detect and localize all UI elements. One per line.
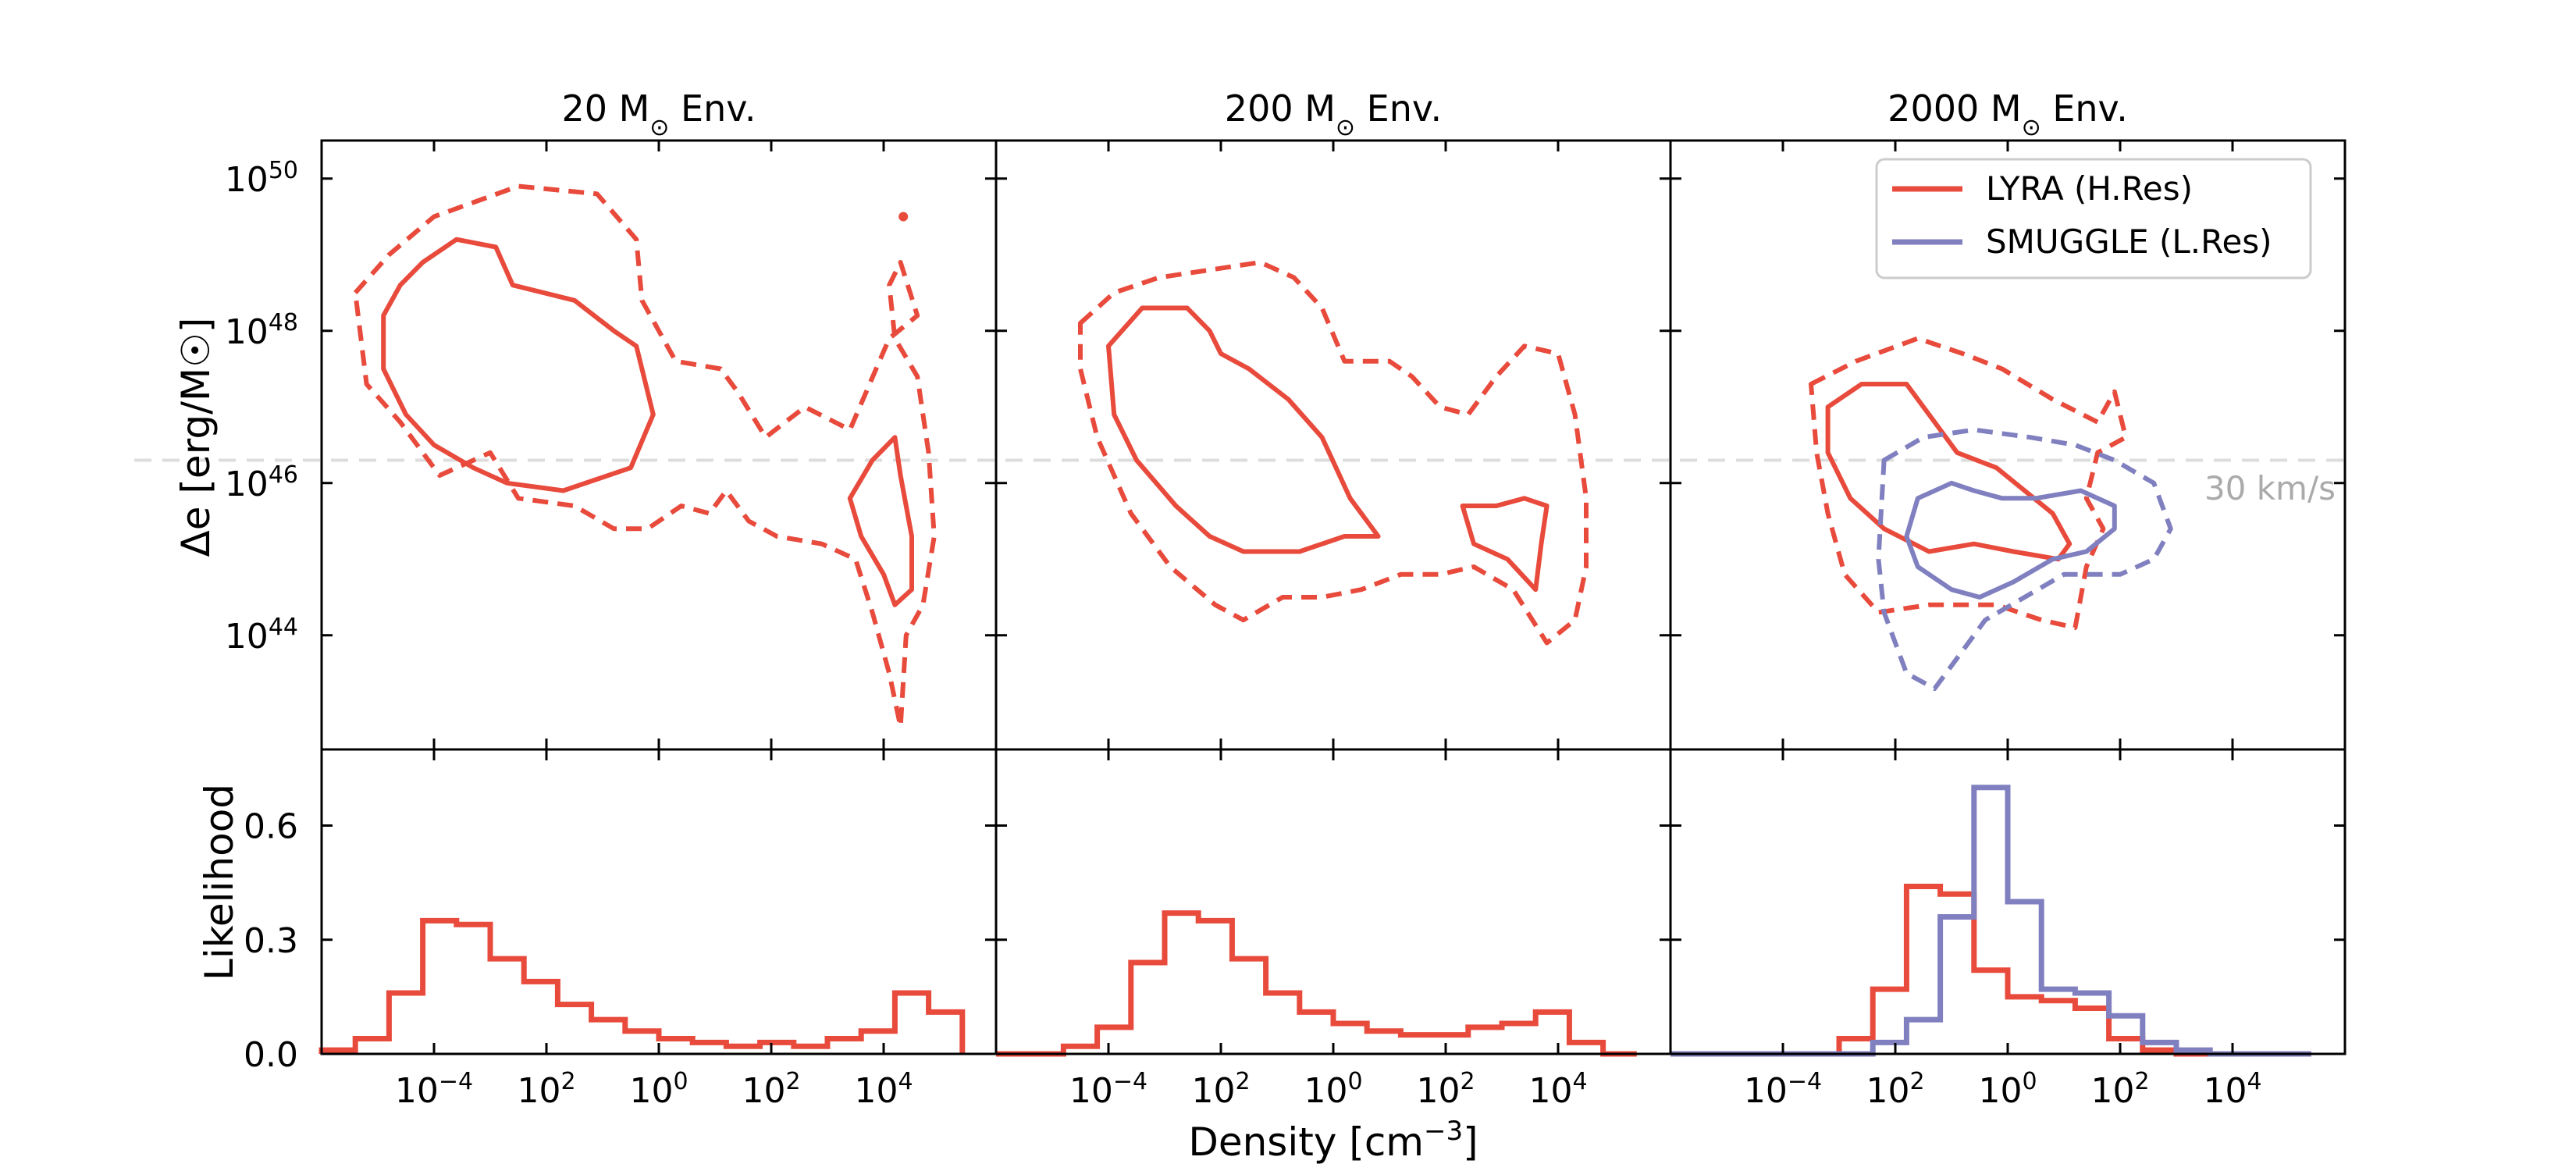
histogram-smuggle-p2 <box>1670 785 2311 1057</box>
histogram-lyra-p0 <box>318 917 966 1054</box>
x-tick-label: 104 <box>1528 1068 1587 1112</box>
x-tick-label: 102 <box>2090 1068 2149 1112</box>
contour-y-tick-label: 1046 <box>225 461 298 504</box>
legend: LYRA (H.Res) SMUGGLE (L.Res) <box>1875 158 2312 279</box>
x-tick-label: 102 <box>1866 1068 1924 1112</box>
x-tick-label: 10−4 <box>1744 1068 1822 1112</box>
x-tick-label: 100 <box>1978 1068 2037 1112</box>
legend-label-smuggle: SMUGGLE (L.Res) <box>1986 222 2272 261</box>
hist-y-tick-label: 0.3 <box>244 921 298 961</box>
x-tick-label: 102 <box>1416 1068 1475 1112</box>
legend-box <box>1875 158 2312 279</box>
contour-smuggle-outer-p2-1 <box>1876 427 2173 691</box>
x-tick-label: 104 <box>2203 1068 2261 1112</box>
panel-title-20: 20 M⊙ Env. <box>561 87 756 141</box>
x-tick-label: 104 <box>854 1068 913 1112</box>
contour-lyra-inner-p1-2 <box>1460 496 1550 593</box>
contour-lyra-inner-p0-2 <box>847 435 914 607</box>
contour-lyra-inner-p0-0 <box>381 237 656 493</box>
histogram-lyra-p1 <box>996 910 1637 1057</box>
contour-y-tick-label: 1048 <box>225 308 298 352</box>
x-tick-label: 102 <box>1191 1068 1250 1112</box>
x-tick-label: 100 <box>1304 1068 1362 1112</box>
panel-title-200: 200 M⊙ Env. <box>1225 87 1442 141</box>
panel-title-2000: 2000 M⊙ Env. <box>1888 87 2128 141</box>
contour-lyra-outer-p1-1 <box>1078 260 1589 646</box>
contour-y-tick-label: 1044 <box>225 613 298 657</box>
contour-lyra-outer-p2-1 <box>1809 336 2129 630</box>
contour-lyra-inner-p1-0 <box>1106 305 1381 554</box>
x-tick-label: 100 <box>629 1068 688 1112</box>
hist-y-tick-label: 0.0 <box>244 1035 298 1075</box>
velocity-annotation: 30 km/s <box>2204 469 2336 507</box>
x-tick-label: 102 <box>517 1068 575 1112</box>
x-tick-label: 10−4 <box>1069 1068 1147 1112</box>
hist-panel-frame-1 <box>994 748 1672 1055</box>
contour-y-axis-label: Δe [erg/M☉] <box>173 318 219 557</box>
histogram-lyra-p2 <box>1670 884 2311 1057</box>
x-axis-label: Density [cm−3] <box>1188 1116 1478 1165</box>
contour-smuggle-inner-p2-0 <box>1904 480 2117 600</box>
contour-lyra-inner-p2-0 <box>1825 382 2073 562</box>
hist-y-tick-label: 0.6 <box>244 807 298 847</box>
contour-lyra-point-p0 <box>898 212 909 222</box>
x-tick-label: 102 <box>742 1068 800 1112</box>
contour-panel-frame-1 <box>994 139 1672 751</box>
contour-lyra-outer-p0-1 <box>353 183 937 729</box>
x-tick-label: 10−4 <box>395 1068 473 1112</box>
contour-y-tick-label: 1050 <box>225 156 298 200</box>
hist-y-axis-label: Likelihood <box>197 784 242 981</box>
legend-label-lyra: LYRA (H.Res) <box>1986 169 2193 208</box>
